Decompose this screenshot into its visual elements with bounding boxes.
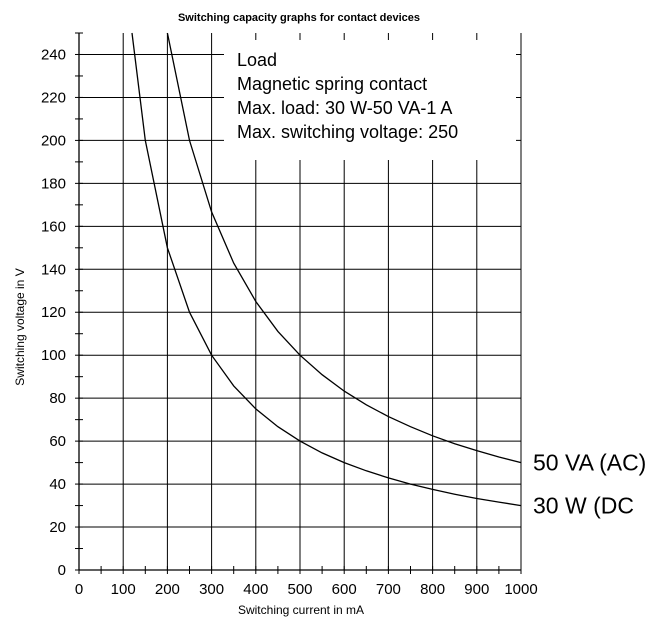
chart-title: Switching capacity graphs for contact de… — [178, 12, 420, 24]
legend-line-2: Magnetic spring contact — [237, 74, 427, 94]
x-tick-label-700: 700 — [376, 581, 401, 598]
legend-line-4: Max. switching voltage: 250 — [237, 122, 458, 142]
y-tick-label-80: 80 — [49, 390, 66, 407]
y-tick-label-100: 100 — [41, 347, 66, 364]
x-tick-label-1000: 1000 — [504, 581, 537, 598]
tick-labels: 0 100 200 300 400 500 600 700 800 900 1000 0 20 40 60 8… — [41, 46, 538, 598]
series-curve-1 — [166, 32, 522, 464]
x-tick-label-800: 800 — [420, 581, 445, 598]
legend-text-group: Load Magnetic spring contact Max. load: 30… — [237, 50, 458, 142]
y-tick-label-220: 220 — [41, 89, 66, 106]
x-tick-label-100: 100 — [111, 581, 136, 598]
y-tick-label-60: 60 — [49, 433, 66, 450]
y-tick-label-180: 180 — [41, 175, 66, 192]
x-tick-label-300: 300 — [199, 581, 224, 598]
y-tick-label-240: 240 — [41, 46, 66, 63]
x-axis-title: Switching current in mA — [238, 603, 364, 617]
y-tick-label-140: 140 — [41, 261, 66, 278]
series-label-1: 50 VA (AC) — [533, 450, 646, 476]
legend-line-1: Load — [237, 50, 277, 70]
axes — [75, 32, 522, 574]
y-tick-label-200: 200 — [41, 132, 66, 149]
legend-line-3: Max. load: 30 W-50 VA-1 A — [237, 98, 452, 118]
y-tick-label-20: 20 — [49, 519, 66, 536]
y-tick-label-40: 40 — [49, 476, 66, 493]
y-tick-label-120: 120 — [41, 304, 66, 321]
series-label-2: 30 W (DC — [533, 493, 634, 519]
x-tick-label-500: 500 — [287, 581, 312, 598]
curves — [131, 32, 522, 507]
x-tick-label-200: 200 — [155, 581, 180, 598]
x-tick-label-900: 900 — [464, 581, 489, 598]
y-axis-title: Switching voltage in V — [13, 268, 27, 385]
legend-box — [224, 40, 516, 160]
x-tick-label-0: 0 — [75, 581, 83, 598]
x-tick-label-400: 400 — [243, 581, 268, 598]
y-tick-label-160: 160 — [41, 218, 66, 235]
series-curve-2 — [131, 32, 522, 507]
x-tick-label-600: 600 — [332, 581, 357, 598]
y-tick-label-0: 0 — [58, 562, 66, 579]
series-labels: 50 VA (AC) 30 W (DC — [533, 450, 646, 519]
